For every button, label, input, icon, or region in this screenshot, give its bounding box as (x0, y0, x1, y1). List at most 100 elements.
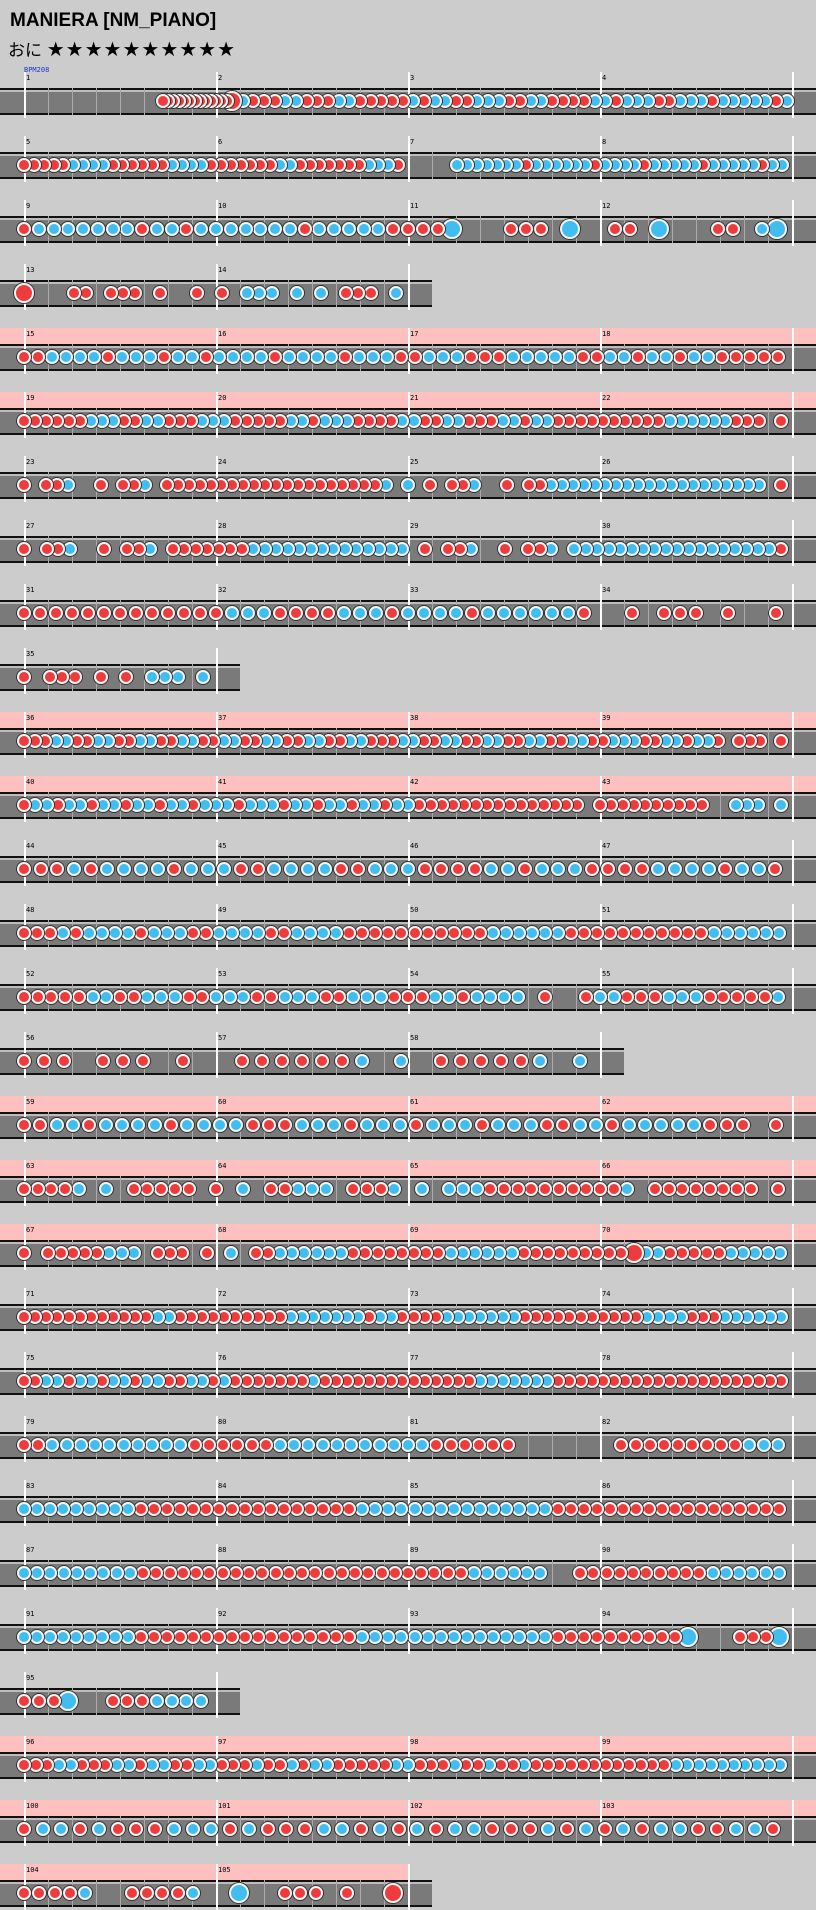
don-note (615, 1502, 630, 1516)
don-note (721, 606, 735, 620)
ka-note (485, 926, 500, 940)
ka-note (603, 350, 618, 364)
ka-note (529, 606, 543, 620)
ka-note (267, 862, 282, 876)
ka-note (394, 1502, 409, 1516)
ka-note (745, 1566, 760, 1580)
don-note (634, 862, 649, 876)
don-note (516, 1246, 531, 1260)
ka-note (498, 926, 513, 940)
ka-note (620, 1182, 635, 1196)
ka-note (253, 222, 268, 236)
ka-note (44, 350, 59, 364)
ka-note (466, 1822, 481, 1836)
ka-note (672, 1822, 687, 1836)
don-note (342, 1502, 357, 1516)
beat-line (336, 600, 337, 627)
don-note (65, 1246, 80, 1260)
don-note (69, 926, 84, 940)
beat-line (48, 88, 49, 115)
don-note (255, 1054, 270, 1068)
measure-number: 44 (26, 842, 35, 850)
ka-note (284, 862, 299, 876)
don-note (620, 990, 635, 1004)
don-note (589, 1630, 604, 1644)
don-note (612, 1566, 627, 1580)
don-note (17, 734, 31, 748)
measure-number: 62 (602, 1098, 611, 1106)
beat-line (312, 1816, 313, 1843)
ka-note (98, 1118, 113, 1132)
don-note (586, 1566, 601, 1580)
ka-note (561, 606, 575, 620)
chart-row: 35 (0, 648, 240, 694)
ka-note-big (560, 219, 581, 239)
don-note (139, 1886, 154, 1900)
don-note (228, 1566, 243, 1580)
ka-note (534, 862, 549, 876)
beat-line (552, 1560, 553, 1587)
ka-note (164, 222, 179, 236)
ka-note (472, 1502, 487, 1516)
don-note (113, 606, 127, 620)
ka-note (433, 606, 447, 620)
ka-note (537, 1630, 552, 1644)
ka-note (131, 1118, 146, 1132)
don-note (628, 1502, 643, 1516)
don-note (314, 1054, 329, 1068)
don-note (135, 1694, 150, 1708)
ka-note (724, 1246, 739, 1260)
bar-line (408, 1032, 410, 1078)
ka-note (30, 1502, 45, 1516)
ka-note (167, 990, 182, 1004)
bar-line (792, 1544, 794, 1590)
ka-note (483, 990, 498, 1004)
don-note (711, 222, 726, 236)
don-note (474, 1118, 489, 1132)
don-note (729, 350, 744, 364)
ka-note (415, 1438, 430, 1452)
bar-line (792, 1224, 794, 1270)
measure-number: 37 (218, 714, 227, 722)
beat-line (768, 728, 769, 755)
don-note (415, 222, 430, 236)
ka-note (372, 1822, 387, 1836)
ka-note (108, 926, 123, 940)
ka-note (376, 1118, 391, 1132)
bar-line (216, 1032, 218, 1078)
don-note (774, 478, 789, 492)
ka-note (469, 990, 484, 1004)
don-note (576, 1630, 591, 1644)
ka-note (225, 926, 240, 940)
don-note (500, 1438, 515, 1452)
beat-line (456, 1112, 457, 1139)
beat-line (96, 1112, 97, 1139)
ka-note (734, 862, 749, 876)
don-note (297, 222, 312, 236)
don-note (467, 862, 482, 876)
ka-note (401, 606, 415, 620)
measure-number: 38 (410, 714, 419, 722)
don-note-big (382, 1883, 403, 1903)
don-note (385, 606, 399, 620)
ka-note (616, 1822, 631, 1836)
don-note (579, 990, 594, 1004)
ka-note (91, 1822, 106, 1836)
ka-note (706, 926, 721, 940)
don-note (39, 542, 54, 556)
ka-note (481, 606, 495, 620)
beat-line (312, 1048, 313, 1075)
don-note (263, 990, 278, 1004)
don-note (519, 222, 534, 236)
don-note (53, 1246, 68, 1260)
ka-note (645, 350, 660, 364)
measure-number: 83 (26, 1482, 35, 1490)
chart-row: 95 (0, 1672, 240, 1718)
don-note (42, 670, 57, 684)
bar-line (792, 584, 794, 630)
ka-note (551, 862, 566, 876)
don-note (179, 222, 194, 236)
don-note (576, 1502, 591, 1516)
don-note (498, 542, 513, 556)
beat-line (432, 1176, 433, 1203)
